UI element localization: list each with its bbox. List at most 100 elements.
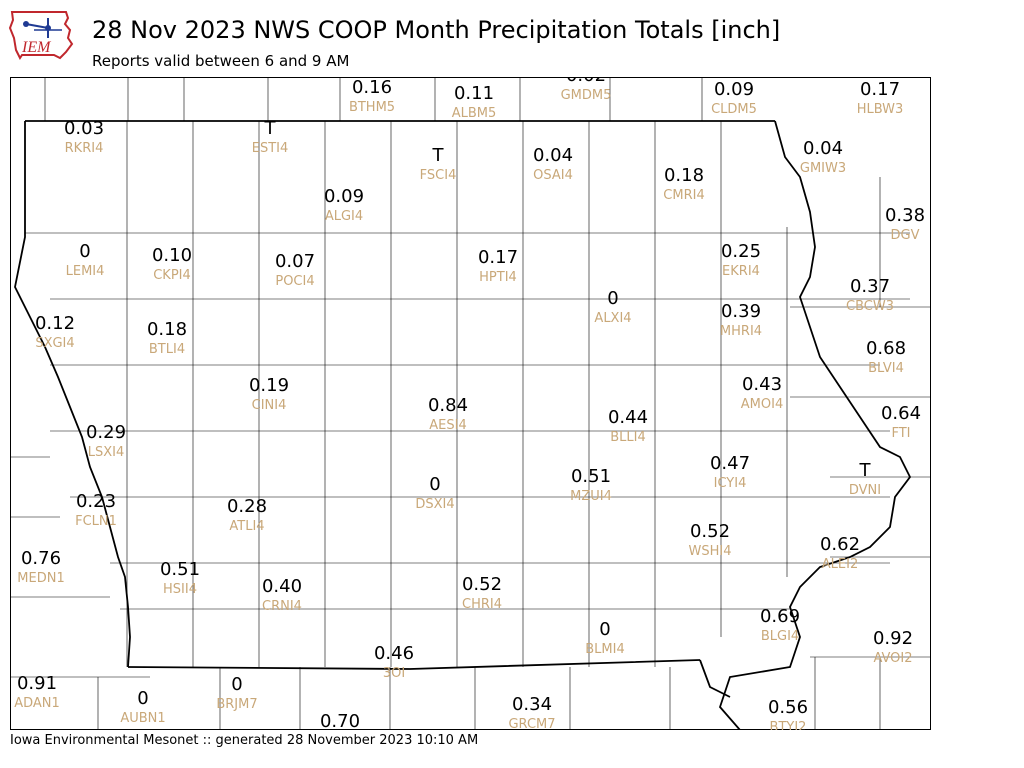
station-marker: 0.11 ALBM5 <box>452 83 497 121</box>
station-id: CKPI4 <box>153 268 191 283</box>
station-id: BRJM7 <box>216 697 257 712</box>
precip-value: T <box>264 118 277 139</box>
precip-value: 0.03 <box>64 118 104 139</box>
station-marker: 0.84 AESI4 <box>428 395 468 433</box>
station-marker: 0.02 GMDM5 <box>561 77 612 103</box>
station-id: RKRI4 <box>65 141 104 156</box>
station-id: HSII4 <box>163 582 197 597</box>
iem-logo: IEM <box>8 8 74 64</box>
station-id: HLBW3 <box>857 102 904 117</box>
precip-value: 0.76 <box>21 548 61 569</box>
precip-value: 0 <box>137 688 148 709</box>
station-marker: 0.19 CINI4 <box>249 375 289 413</box>
precip-value: 0.28 <box>227 496 267 517</box>
station-marker: 0.62 ALEI2 <box>820 534 860 572</box>
station-marker: 0.52 CHRI4 <box>462 574 502 612</box>
station-marker: 0.03 RKRI4 <box>64 118 104 156</box>
station-marker: 0 BRJM7 <box>216 674 257 712</box>
station-marker: 0.09 CLDM5 <box>711 79 757 117</box>
precip-value: 0.68 <box>866 338 906 359</box>
station-id: LEMI4 <box>66 264 105 279</box>
station-marker: 0.46 3OI <box>374 643 414 681</box>
station-marker: 0.04 OSAI4 <box>533 145 573 183</box>
precip-value: 0 <box>607 288 618 309</box>
station-marker: 0.43 AMOI4 <box>741 374 783 412</box>
station-id: GMDM5 <box>561 88 612 103</box>
precip-value: 0.17 <box>860 79 900 100</box>
station-id: CLDM5 <box>711 102 757 117</box>
precip-value: 0.19 <box>249 375 289 396</box>
station-marker: T FSCI4 <box>420 145 457 183</box>
precip-value: 0.37 <box>850 276 890 297</box>
station-id: ALXI4 <box>594 311 631 326</box>
station-id: MZUI4 <box>570 489 612 504</box>
precip-value: 0.47 <box>710 453 750 474</box>
station-marker: 0 ALXI4 <box>594 288 631 326</box>
station-marker: 0.56 BTYI2 <box>768 697 808 730</box>
precip-value: 0.43 <box>742 374 782 395</box>
station-marker: 0.25 EKRI4 <box>721 241 761 279</box>
precip-value: 0.38 <box>885 205 925 226</box>
station-marker: 0.70 <box>320 711 360 730</box>
precip-value: 0.09 <box>714 79 754 100</box>
precip-value: 0.34 <box>512 694 552 715</box>
precip-value: 0.09 <box>324 186 364 207</box>
station-marker: 0.07 POCI4 <box>275 251 315 289</box>
station-id: CHRI4 <box>462 597 502 612</box>
station-id: OSAI4 <box>533 168 573 183</box>
station-marker: 0.34 GRCM7 <box>508 694 555 730</box>
station-id: DVNI <box>849 483 881 498</box>
map-subtitle: Reports valid between 6 and 9 AM <box>92 52 350 70</box>
station-id: FTI <box>891 426 910 441</box>
station-marker: 0 BLMI4 <box>585 619 624 657</box>
station-id: BLVI4 <box>868 361 904 376</box>
station-marker: 0.47 ICYI4 <box>710 453 750 491</box>
station-id: CINI4 <box>252 398 287 413</box>
station-marker: 0.64 FTI <box>881 403 921 441</box>
station-marker: 0.52 WSHI4 <box>689 521 732 559</box>
precip-value: 0.04 <box>533 145 573 166</box>
station-id: MEDN1 <box>17 571 64 586</box>
station-marker: T ESTI4 <box>252 118 289 156</box>
station-marker: 0 LEMI4 <box>66 241 105 279</box>
precipitation-map: 0.16 BTHM5 0.11 ALBM5 0.02 GMDM5 0.09 CLDM5 0.17… <box>10 77 931 730</box>
station-id: WSHI4 <box>689 544 732 559</box>
station-id: SXGI4 <box>35 336 74 351</box>
station-marker: 0.12 SXGI4 <box>35 313 75 351</box>
station-id: DGV <box>891 228 920 243</box>
station-id: ICYI4 <box>714 476 747 491</box>
precip-value: 0.18 <box>664 165 704 186</box>
station-id: AESI4 <box>429 418 466 433</box>
precip-value: 0.25 <box>721 241 761 262</box>
station-id: MHRI4 <box>720 324 762 339</box>
station-marker: 0.29 LSXI4 <box>86 422 126 460</box>
precip-value: 0.62 <box>820 534 860 555</box>
precip-value: 0.51 <box>160 559 200 580</box>
station-id: CRNI4 <box>262 599 302 614</box>
station-marker: 0.44 BLLI4 <box>608 407 648 445</box>
precip-value: 0.84 <box>428 395 468 416</box>
station-marker: 0.10 CKPI4 <box>152 245 192 283</box>
precip-value: 0 <box>79 241 90 262</box>
station-id: ALBM5 <box>452 106 497 121</box>
station-marker: 0.18 BTLI4 <box>147 319 187 357</box>
station-id: GMIW3 <box>800 161 846 176</box>
precip-value: 0.16 <box>352 77 392 98</box>
station-marker: 0.23 FCLN1 <box>75 491 117 529</box>
station-marker: 0.18 CMRI4 <box>663 165 704 203</box>
county-boundaries <box>10 77 931 730</box>
precip-value: 0 <box>599 619 610 640</box>
station-id: ESTI4 <box>252 141 289 156</box>
precip-value: 0.40 <box>262 576 302 597</box>
precip-value: 0.46 <box>374 643 414 664</box>
precip-value: T <box>859 460 872 481</box>
station-id: HPTI4 <box>479 270 517 285</box>
precip-value: 0.02 <box>566 77 606 86</box>
precip-value: 0.07 <box>275 251 315 272</box>
station-id: ALEI2 <box>822 557 858 572</box>
precip-value: 0.52 <box>462 574 502 595</box>
precip-value: 0.12 <box>35 313 75 334</box>
logo-text: IEM <box>21 39 52 56</box>
precip-value: 0.52 <box>690 521 730 542</box>
station-id: BTYI2 <box>770 720 807 730</box>
